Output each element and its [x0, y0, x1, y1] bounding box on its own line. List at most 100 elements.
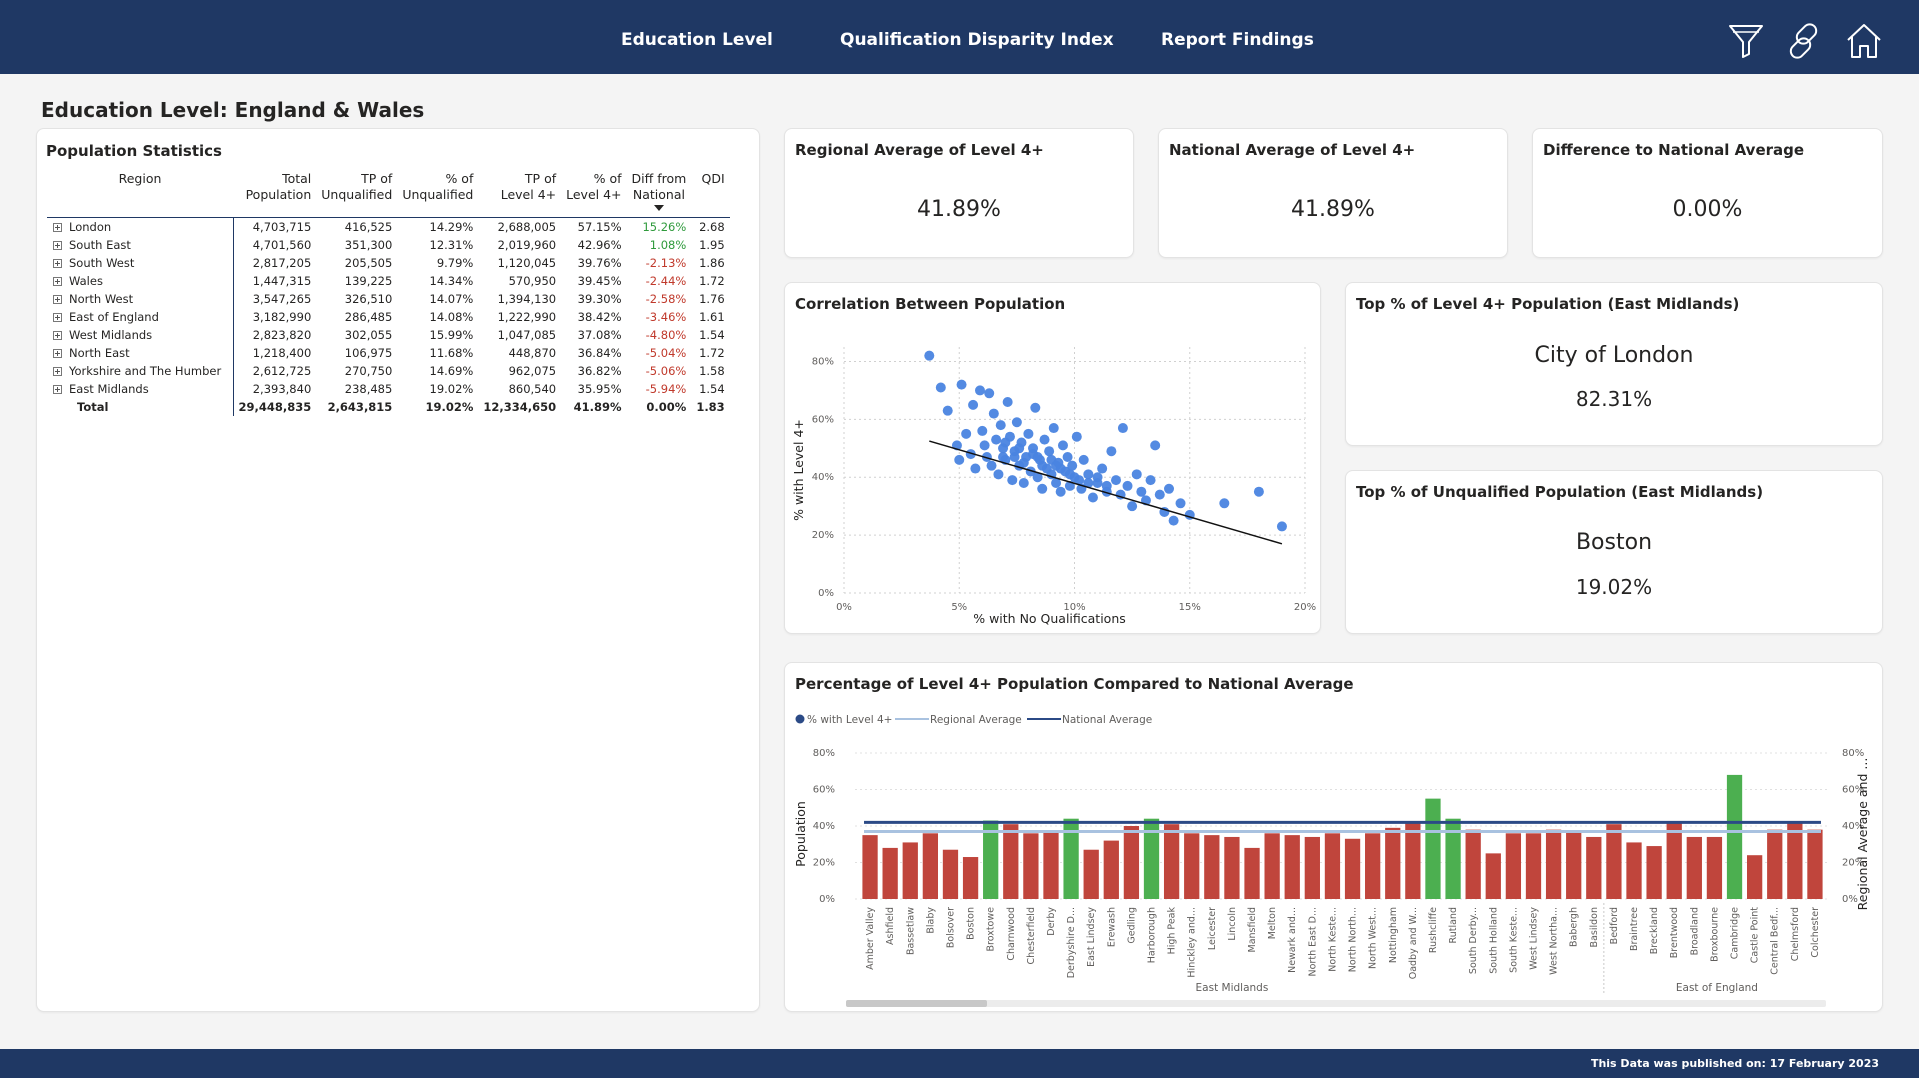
scatter-point[interactable]	[986, 460, 997, 471]
bar[interactable]	[1405, 822, 1421, 899]
scatter-point[interactable]	[1164, 483, 1175, 494]
bar[interactable]	[1525, 833, 1542, 899]
legend-label[interactable]: National Average	[1062, 714, 1152, 726]
table-row[interactable]: Yorkshire and The Humber 2,612,725 270,750…	[47, 361, 730, 380]
expand-icon[interactable]	[53, 366, 62, 376]
table-row[interactable]: London 4,703,715 416,525 14.29% 2,688,005 57.…	[47, 217, 730, 236]
scatter-point[interactable]	[1078, 454, 1089, 465]
scatter-point[interactable]	[988, 408, 999, 419]
bar[interactable]	[1083, 849, 1099, 899]
scatter-point[interactable]	[1064, 469, 1075, 480]
bar[interactable]	[1103, 840, 1119, 899]
home-icon[interactable]	[1845, 22, 1883, 60]
scatter-point[interactable]	[1048, 423, 1059, 434]
bar[interactable]	[1123, 826, 1140, 899]
expand-icon[interactable]	[53, 294, 62, 304]
scatter-point[interactable]	[954, 454, 965, 465]
scatter-point[interactable]	[1032, 451, 1043, 462]
bar[interactable]	[1023, 833, 1039, 899]
header-tp-unqualified[interactable]: TP of Unqualified	[316, 171, 398, 218]
expand-icon[interactable]	[53, 240, 62, 250]
scatter-point[interactable]	[981, 451, 992, 462]
scatter-point[interactable]	[1219, 498, 1230, 509]
header-diff-national[interactable]: Diff from National	[626, 171, 692, 218]
scrollbar-thumb[interactable]	[846, 1000, 987, 1007]
scatter-point[interactable]	[1122, 480, 1133, 491]
table-row[interactable]: South West 2,817,205 205,505 9.79% 1,120,045…	[47, 253, 730, 272]
expand-icon[interactable]	[53, 384, 62, 394]
scatter-point[interactable]	[1127, 501, 1138, 512]
nav-education-level[interactable]: Education Level	[621, 30, 773, 50]
scatter-point[interactable]	[1018, 457, 1029, 468]
nav-report-findings[interactable]: Report Findings	[1161, 30, 1314, 50]
scatter-point[interactable]	[965, 449, 976, 460]
scatter-point[interactable]	[1083, 478, 1094, 489]
bar[interactable]	[1505, 833, 1522, 899]
scatter-point[interactable]	[1087, 492, 1098, 503]
scatter-point[interactable]	[935, 382, 946, 393]
scatter-point[interactable]	[1253, 486, 1264, 497]
scatter-point[interactable]	[1000, 437, 1011, 448]
bar[interactable]	[1566, 831, 1582, 899]
bar[interactable]	[1545, 829, 1562, 899]
table-row[interactable]: North West 3,547,265 326,510 14.07% 1,394,13…	[47, 289, 730, 308]
scatter-point[interactable]	[1101, 480, 1112, 491]
scatter-point[interactable]	[1117, 423, 1128, 434]
bar[interactable]	[1043, 831, 1059, 899]
bar[interactable]	[1686, 836, 1702, 899]
bar[interactable]	[1063, 818, 1079, 899]
table-row[interactable]: West Midlands 2,823,820 302,055 15.99% 1,047…	[47, 325, 730, 344]
scatter-point[interactable]	[1145, 475, 1156, 486]
scatter-point[interactable]	[1067, 460, 1078, 471]
bar[interactable]	[1646, 846, 1662, 899]
bar[interactable]	[1586, 836, 1602, 899]
scatter-point[interactable]	[1032, 472, 1043, 483]
scatter-point[interactable]	[1011, 417, 1022, 428]
scatter-point[interactable]	[968, 399, 979, 410]
bar[interactable]	[1606, 824, 1622, 899]
scatter-point[interactable]	[1168, 515, 1179, 526]
bar[interactable]	[1143, 818, 1160, 899]
bar[interactable]	[1163, 824, 1180, 899]
expand-icon[interactable]	[53, 276, 62, 286]
scatter-point[interactable]	[1007, 475, 1018, 486]
scatter-point[interactable]	[1023, 428, 1034, 439]
scatter-point[interactable]	[991, 434, 1002, 445]
header-pct-unqualified[interactable]: % of Unqualified	[397, 171, 479, 218]
bar[interactable]	[1465, 829, 1481, 899]
scatter-point[interactable]	[995, 420, 1006, 431]
bar[interactable]	[862, 835, 878, 899]
bar[interactable]	[1787, 822, 1803, 899]
scatter-point[interactable]	[1025, 466, 1036, 477]
scatter-point[interactable]	[984, 388, 995, 399]
scatter-point[interactable]	[1074, 475, 1085, 486]
bar[interactable]	[1264, 833, 1280, 899]
bar[interactable]	[1284, 835, 1300, 899]
bar[interactable]	[1244, 847, 1260, 899]
scatter-point[interactable]	[1092, 472, 1103, 483]
bar[interactable]	[1706, 836, 1723, 899]
bar[interactable]	[1767, 829, 1783, 899]
bar[interactable]	[882, 847, 898, 899]
scatter-point[interactable]	[1018, 478, 1029, 489]
expand-icon[interactable]	[53, 312, 62, 322]
expand-icon[interactable]	[53, 348, 62, 358]
header-qdi[interactable]: QDI	[691, 171, 730, 218]
header-total-population[interactable]: Total Population	[233, 171, 317, 218]
bar[interactable]	[1003, 824, 1019, 899]
scatter-point[interactable]	[1276, 521, 1287, 532]
bar[interactable]	[1626, 842, 1642, 899]
scatter-point[interactable]	[1014, 443, 1025, 454]
bar[interactable]	[962, 857, 979, 899]
scatter-point[interactable]	[1057, 440, 1068, 451]
scatter-point[interactable]	[1154, 489, 1165, 500]
header-region[interactable]: Region	[47, 171, 233, 218]
horizontal-scrollbar[interactable]	[846, 1000, 1826, 1007]
scatter-point[interactable]	[1037, 460, 1048, 471]
scatter-point[interactable]	[1131, 469, 1142, 480]
scatter-point[interactable]	[956, 379, 967, 390]
bar[interactable]	[1425, 798, 1441, 899]
table-row[interactable]: South East 4,701,560 351,300 12.31% 2,019,96…	[47, 235, 730, 254]
bar[interactable]	[1666, 822, 1682, 899]
bar[interactable]	[1224, 836, 1240, 899]
